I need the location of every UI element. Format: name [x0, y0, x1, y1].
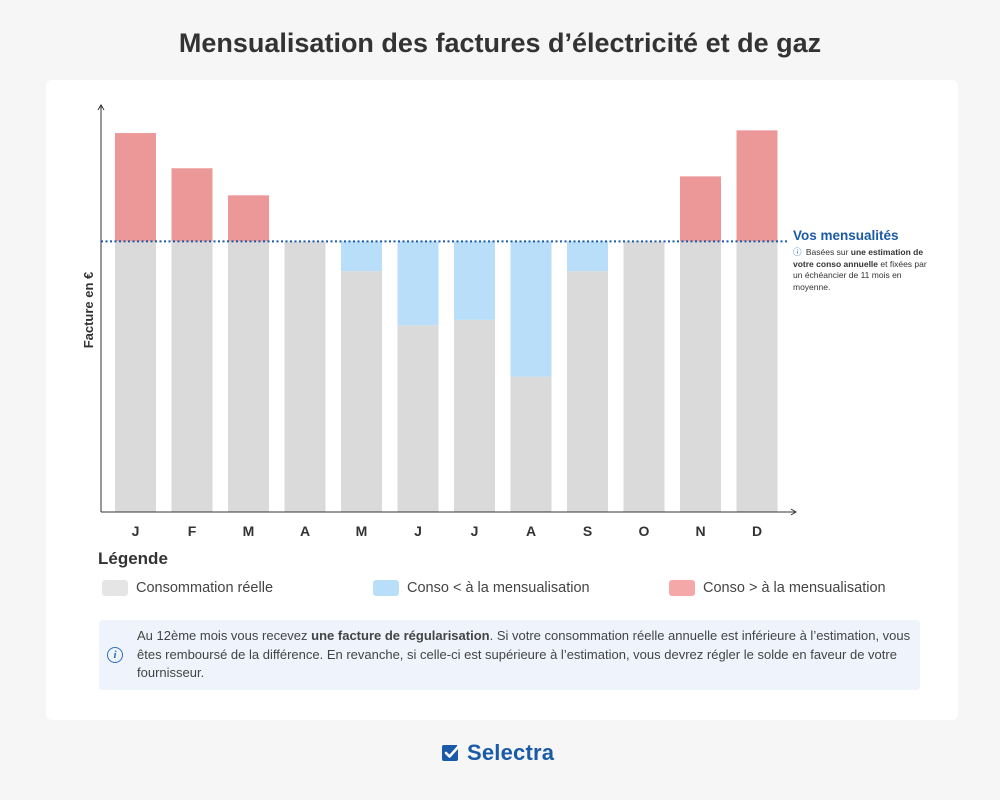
- x-tick-label-11: N: [695, 523, 705, 539]
- x-tick-label-5: M: [356, 523, 368, 539]
- y-axis-label: Facture en €: [81, 272, 96, 349]
- bar-over-12: [736, 130, 778, 242]
- x-tick-label-3: M: [243, 523, 255, 539]
- reference-line-label: Vos mensualités: [793, 228, 899, 243]
- info-box: i Au 12ème mois vous recevez une facture…: [99, 620, 920, 690]
- bar-over-3: [228, 195, 269, 242]
- legend-swatch-real: [102, 580, 128, 596]
- bar-real-1: [115, 241, 156, 513]
- x-tick-label-2: F: [188, 523, 197, 539]
- legend-title: Légende: [98, 549, 168, 568]
- bar-under-8: [510, 241, 552, 377]
- legend-label-over: Conso > à la mensualisation: [703, 580, 886, 596]
- info-text-after: . Si votre consommation réelle annuelle …: [137, 628, 911, 680]
- y-axis-arrow: [97, 104, 105, 111]
- reference-note-suffix: et fixées par un échéancier de 11 mois e…: [793, 258, 927, 292]
- reference-note-prefix: Basées sur: [805, 247, 849, 257]
- legend-item-real: Consommation réelle: [102, 578, 273, 598]
- checkbox-check-icon: [442, 744, 461, 761]
- x-tick-label-7: J: [471, 523, 479, 539]
- x-tick-label-10: O: [639, 523, 650, 539]
- info-text-before: Au 12ème mois vous recevez: [137, 628, 308, 643]
- bar-real-12: [736, 241, 778, 513]
- bar-real-9: [567, 271, 608, 512]
- x-tick-label-1: J: [132, 523, 140, 539]
- brand-logo: Selectra: [441, 740, 554, 766]
- reference-line-note: ⓘ Basées sur une estimation de votre con…: [793, 247, 928, 293]
- bar-real-2: [171, 241, 213, 513]
- brand-name: Selectra: [467, 740, 555, 765]
- bar-real-10: [623, 241, 665, 513]
- bars-group: [115, 130, 778, 513]
- legend-label-real: Consommation réelle: [136, 580, 274, 596]
- bar-under-9: [567, 241, 608, 272]
- x-tick-label-8: A: [526, 523, 536, 539]
- bar-real-8: [510, 376, 552, 512]
- page-title: Mensualisation des factures d’électricit…: [178, 28, 822, 58]
- legend-label-under: Conso < à la mensualisation: [407, 580, 590, 596]
- x-tick-label-4: A: [300, 523, 310, 539]
- legend-swatch-under: [373, 580, 399, 596]
- x-tick-label-9: S: [583, 523, 592, 539]
- reference-note-bold: une estimation de votre conso annuelle: [793, 247, 924, 269]
- info-text: Au 12ème mois vous recevez une facture d…: [137, 627, 917, 683]
- x-axis-arrow: [790, 508, 797, 516]
- bar-real-5: [341, 271, 382, 512]
- bar-real-4: [284, 241, 326, 513]
- info-small-icon: ⓘ: [793, 247, 802, 257]
- bar-under-7: [454, 241, 495, 320]
- bar-real-7: [454, 319, 495, 512]
- x-tick-label-6: J: [414, 523, 422, 539]
- legend-swatch-over: [669, 580, 695, 596]
- bar-under-5: [341, 241, 382, 272]
- info-icon: i: [107, 647, 123, 663]
- bar-real-3: [228, 241, 269, 513]
- bar-real-11: [680, 241, 721, 513]
- legend-item-over: Conso > à la mensualisation: [669, 578, 886, 598]
- bar-under-6: [397, 241, 439, 326]
- x-tick-label-12: D: [752, 523, 762, 539]
- info-text-bold: une facture de régularisation: [311, 628, 490, 643]
- bar-over-2: [171, 168, 213, 242]
- axes-group: [97, 104, 797, 516]
- bar-over-11: [680, 176, 721, 242]
- legend-item-under: Conso < à la mensualisation: [373, 578, 590, 598]
- bar-real-6: [397, 325, 439, 512]
- bar-over-1: [115, 133, 156, 242]
